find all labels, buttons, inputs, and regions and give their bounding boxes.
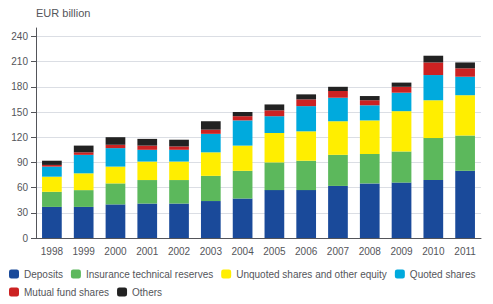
svg-text:1999: 1999 [73,246,96,257]
svg-text:2007: 2007 [327,246,350,257]
svg-text:Deposits: Deposits [24,269,63,280]
svg-text:0: 0 [22,233,28,244]
svg-text:2005: 2005 [263,246,286,257]
svg-text:120: 120 [11,132,28,143]
svg-text:30: 30 [17,207,29,218]
svg-text:60: 60 [17,182,29,193]
svg-text:2009: 2009 [390,246,413,257]
svg-text:2011: 2011 [454,246,476,257]
svg-text:150: 150 [11,107,28,118]
svg-text:240: 240 [11,31,28,42]
svg-text:Others: Others [132,287,162,298]
svg-text:180: 180 [11,81,28,92]
svg-text:210: 210 [11,56,28,67]
svg-text:Unquoted shares and other equi: Unquoted shares and other equity [236,269,387,280]
svg-text:Quoted shares: Quoted shares [410,269,476,280]
svg-text:2002: 2002 [168,246,191,257]
svg-text:2003: 2003 [200,246,223,257]
svg-text:2010: 2010 [422,246,445,257]
svg-text:1998: 1998 [41,246,64,257]
svg-text:Mutual fund shares: Mutual fund shares [24,287,109,298]
svg-text:2004: 2004 [231,246,254,257]
svg-text:2000: 2000 [104,246,127,257]
svg-text:2006: 2006 [295,246,318,257]
svg-text:Insurance technical reserves: Insurance technical reserves [86,269,213,280]
svg-text:2008: 2008 [359,246,382,257]
svg-text:2001: 2001 [136,246,159,257]
svg-text:90: 90 [17,157,29,168]
svg-text:EUR billion: EUR billion [36,7,90,19]
